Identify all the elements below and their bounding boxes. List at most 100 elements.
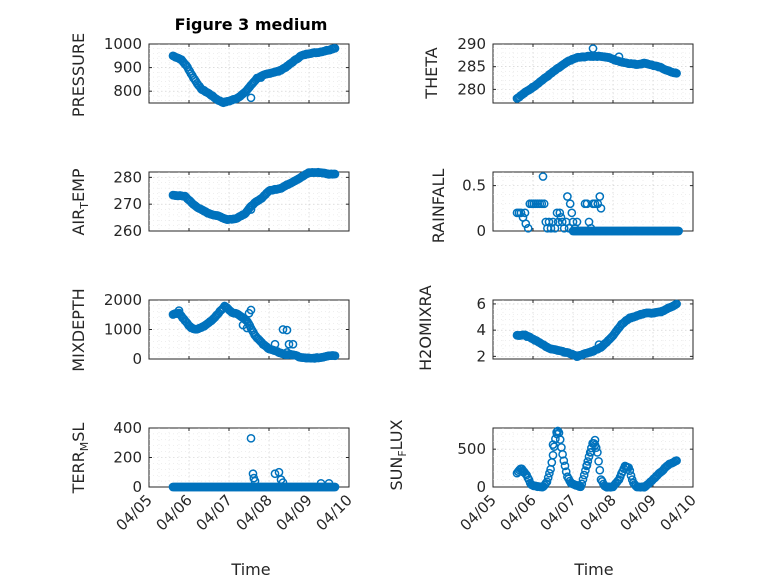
data-point: [282, 325, 292, 335]
data-point: [181, 60, 191, 70]
data-point: [614, 52, 624, 62]
data-point: [545, 468, 554, 478]
x-tick-label: 04/10: [313, 491, 356, 534]
data-point: [579, 470, 589, 480]
y-tick-label: 0: [132, 350, 142, 368]
data-point: [625, 466, 635, 475]
y-tick-label: 285: [457, 58, 486, 76]
y-tick-label: 280: [457, 80, 486, 98]
data-point: [538, 172, 548, 181]
ylabel-theta: THETA: [422, 47, 441, 99]
data-point: [563, 192, 572, 201]
data-point: [543, 473, 553, 482]
data-point: [596, 475, 606, 484]
data-point: [330, 482, 340, 492]
y-tick-label: 1000: [104, 321, 142, 339]
data-point: [548, 450, 558, 460]
data-point: [586, 447, 596, 457]
data-point: [590, 199, 600, 209]
y-tick-label: 2000: [104, 291, 142, 309]
x-tick-label: 04/10: [657, 491, 700, 534]
data-point: [250, 476, 260, 486]
data-point: [595, 192, 605, 201]
data-point: [270, 469, 280, 479]
ylabel-air-temp: AIRTEMP: [69, 168, 91, 235]
data-point: [583, 457, 593, 466]
data-point: [548, 440, 558, 449]
data-point: [594, 340, 604, 349]
data-point: [330, 351, 340, 361]
data-point: [564, 223, 574, 233]
ylabel-terr-rest: SL: [69, 423, 88, 442]
y-tick-label: 0: [476, 222, 486, 240]
ylabel-pressure: PRESSURE: [69, 33, 88, 117]
ylabel-mixdepth: MIXDEPTH: [69, 288, 88, 371]
subplot-theta: 280 285 290: [457, 35, 694, 104]
data-point: [278, 325, 288, 334]
x-tick-label: 04/07: [193, 491, 236, 534]
subplot-air-temp: 260 270 280: [113, 167, 350, 240]
data-point: [595, 465, 605, 475]
data-point: [330, 43, 340, 53]
data-point: [282, 348, 292, 357]
data-point: [567, 208, 577, 218]
data-point: [174, 306, 184, 315]
data-point: [594, 456, 603, 466]
x-tick-label: 04/08: [577, 491, 620, 534]
data-point: [330, 169, 340, 179]
data-point: [523, 223, 533, 233]
y-tick-label: 0.5: [462, 177, 486, 195]
data-point: [572, 217, 582, 227]
data-point: [521, 219, 531, 229]
data-point: [596, 203, 606, 213]
data-point: [520, 208, 530, 218]
xlabel-right: Time: [573, 560, 613, 579]
data-point: [246, 205, 256, 214]
data-point: [582, 460, 592, 470]
ylabel-sun-rest: LUX: [387, 419, 406, 450]
x-tick-label: 04/09: [273, 491, 316, 534]
data-point: [288, 339, 298, 349]
x-tick-label: 04/07: [537, 491, 580, 534]
x-tick-label: 04/05: [457, 491, 500, 534]
data-point: [324, 478, 334, 488]
y-tick-label: 260: [113, 222, 142, 240]
data-point: [242, 323, 252, 333]
data-point: [674, 226, 683, 236]
ylabel-h2omixra: H2OMIXRA: [416, 285, 435, 371]
ylabel-rainfall: RAINFALL: [429, 169, 448, 244]
y-tick-label: 280: [113, 168, 142, 186]
y-tick-label: 4: [476, 321, 486, 339]
subplot-mixdepth: 0 1000 2000: [104, 291, 350, 368]
data-point: [278, 478, 288, 487]
ylabel-air-temp-main: AIR: [69, 209, 88, 236]
y-tick-label: 200: [113, 449, 142, 467]
data-point: [516, 208, 526, 218]
data-point: [672, 68, 681, 78]
data-point: [559, 456, 569, 466]
x-tick-label: 04/05: [113, 491, 156, 534]
data-point: [522, 332, 532, 342]
data-point: [555, 208, 565, 218]
data-point: [246, 433, 256, 443]
y-tick-label: 0: [132, 478, 142, 496]
data-point: [584, 452, 594, 462]
data-point: [672, 299, 681, 309]
y-tick-label: 800: [113, 82, 142, 100]
data-point: [270, 339, 280, 349]
data-point: [626, 471, 636, 480]
data-point: [581, 466, 590, 475]
data-point: [542, 477, 552, 487]
ylabel-terr-msl: TERRMSL: [69, 423, 91, 495]
data-point: [556, 213, 566, 222]
x-tick-label: 04/06: [153, 491, 196, 534]
ylabel-sun-main: SUN: [387, 457, 406, 491]
y-tick-label: 270: [113, 195, 142, 213]
data-point: [552, 429, 562, 439]
data-point: [256, 73, 266, 82]
x-tick-label: 04/06: [497, 491, 540, 534]
data-point: [565, 199, 575, 209]
data-point: [578, 475, 588, 484]
subplot-h2omixra: 2 4 6: [476, 295, 694, 365]
y-tick-label: 6: [476, 295, 486, 313]
